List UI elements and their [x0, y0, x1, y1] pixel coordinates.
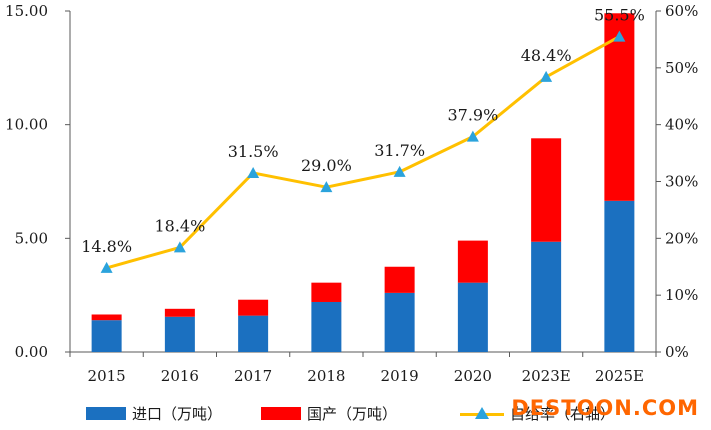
bar-imports: [164, 316, 195, 352]
bar-imports: [384, 292, 415, 352]
x-tick-label: 2023E: [522, 367, 571, 385]
line-marker-triangle: [100, 261, 113, 273]
legend-item-self-sufficiency: 自给率（右轴）: [460, 403, 615, 424]
bar-domestic: [238, 299, 269, 316]
self-sufficiency-line-path: [106, 35, 621, 270]
legend-swatch-self-sufficiency: [460, 406, 504, 421]
line-marker-triangle: [466, 130, 479, 142]
bar-imports: [311, 301, 342, 352]
bar-imports: [238, 315, 269, 352]
right-tick-label: 0%: [665, 343, 689, 361]
axes: 0.00 5.00 10.00 15.00 0% 10% 20% 30% 40% 50% 60% 20…: [5, 2, 698, 385]
self-sufficiency-line: [100, 30, 626, 273]
left-tick-label: 0.00: [15, 343, 48, 361]
data-label: 31.7%: [374, 141, 425, 160]
x-tick-label: 2016: [161, 367, 199, 385]
line-marker-triangle: [247, 166, 260, 178]
legend-label-imports: 进口（万吨）: [132, 405, 223, 423]
x-tick-label: 2020: [454, 367, 492, 385]
right-tick-label: 40%: [665, 116, 698, 134]
legend-item-domestic: 国产（万吨）: [261, 403, 397, 424]
left-tick-label: 10.00: [5, 116, 48, 134]
bar-domestic: [604, 13, 635, 201]
bar-imports: [604, 200, 635, 352]
line-marker-triangle: [173, 241, 186, 253]
x-tick-label: 2017: [234, 367, 272, 385]
right-tick-label: 10%: [665, 286, 698, 304]
left-tick-label: 15.00: [5, 2, 48, 20]
right-tick-label: 30%: [665, 173, 698, 191]
bar-imports: [457, 282, 488, 352]
bar-imports: [531, 241, 562, 352]
x-tick-label: 2018: [307, 367, 345, 385]
data-label: 37.9%: [447, 106, 498, 125]
x-tick-label: 2015: [88, 367, 126, 385]
bar-domestic: [384, 266, 415, 293]
data-label: 29.0%: [301, 156, 352, 175]
bar-domestic: [164, 308, 195, 317]
right-tick-label: 50%: [665, 59, 698, 77]
bar-domestic: [91, 314, 122, 321]
legend-label-domestic: 国产（万吨）: [307, 405, 398, 423]
data-label: 31.5%: [228, 142, 279, 161]
data-label: 14.8%: [81, 237, 132, 256]
legend: 进口（万吨） 国产（万吨） 自给率（右轴）: [0, 403, 711, 427]
line-marker-triangle: [393, 165, 406, 177]
x-tick-label: 2019: [381, 367, 419, 385]
bar-domestic: [311, 282, 342, 302]
data-label: 18.4%: [154, 216, 205, 235]
right-tick-label: 20%: [665, 229, 698, 247]
watermark: DESTOON.COM: [511, 396, 699, 420]
legend-label-self-sufficiency: 自给率（右轴）: [510, 405, 616, 423]
right-tick-label: 60%: [665, 2, 698, 20]
legend-swatch-imports: [86, 407, 126, 420]
line-marker-triangle: [613, 30, 626, 42]
data-label: 55.5%: [594, 6, 645, 25]
line-marker-triangle: [540, 70, 553, 82]
legend-item-imports: 进口（万吨）: [86, 403, 222, 424]
bar-domestic: [457, 240, 488, 283]
bar-domestic: [531, 138, 562, 242]
data-label: 48.4%: [521, 46, 572, 65]
data-labels: 14.8% 18.4% 31.5% 29.0% 31.7% 37.9% 48.4% 55.5%: [81, 6, 645, 256]
bar-imports: [91, 320, 122, 352]
bars: [91, 13, 635, 352]
legend-swatch-domestic: [261, 407, 301, 420]
x-tick-label: 2025E: [595, 367, 644, 385]
left-tick-label: 5.00: [15, 229, 48, 247]
chart: 0.00 5.00 10.00 15.00 0% 10% 20% 30% 40% 50% 60% 20…: [5, 2, 698, 385]
line-marker-triangle: [320, 181, 333, 193]
